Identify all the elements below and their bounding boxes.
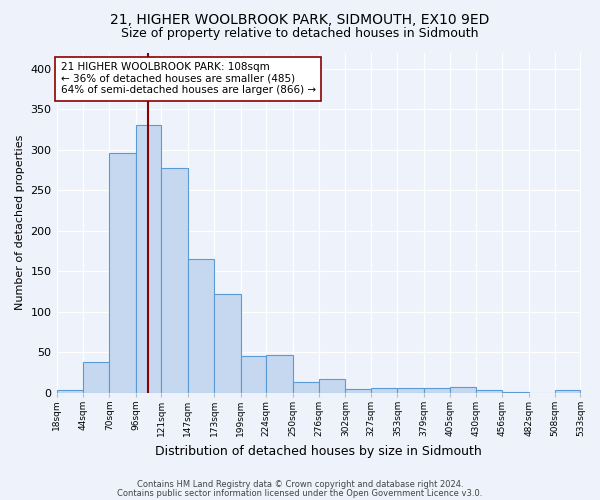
Bar bbox=[188, 259, 214, 393]
Bar bbox=[319, 379, 346, 393]
Bar bbox=[109, 153, 136, 393]
Bar bbox=[346, 389, 371, 393]
X-axis label: Distribution of detached houses by size in Sidmouth: Distribution of detached houses by size … bbox=[155, 444, 482, 458]
Text: Contains HM Land Registry data © Crown copyright and database right 2024.: Contains HM Land Registry data © Crown c… bbox=[137, 480, 463, 489]
Bar bbox=[56, 390, 83, 393]
Bar bbox=[502, 392, 529, 393]
Bar bbox=[424, 388, 450, 393]
Bar bbox=[371, 388, 397, 393]
Text: Contains public sector information licensed under the Open Government Licence v3: Contains public sector information licen… bbox=[118, 489, 482, 498]
Y-axis label: Number of detached properties: Number of detached properties bbox=[15, 135, 25, 310]
Bar bbox=[555, 390, 580, 393]
Bar bbox=[450, 387, 476, 393]
Bar bbox=[397, 388, 424, 393]
Bar bbox=[83, 362, 109, 393]
Bar bbox=[293, 382, 319, 393]
Text: 21 HIGHER WOOLBROOK PARK: 108sqm
← 36% of detached houses are smaller (485)
64% : 21 HIGHER WOOLBROOK PARK: 108sqm ← 36% o… bbox=[61, 62, 316, 96]
Bar bbox=[241, 356, 266, 393]
Bar bbox=[214, 294, 241, 393]
Text: 21, HIGHER WOOLBROOK PARK, SIDMOUTH, EX10 9ED: 21, HIGHER WOOLBROOK PARK, SIDMOUTH, EX1… bbox=[110, 12, 490, 26]
Text: Size of property relative to detached houses in Sidmouth: Size of property relative to detached ho… bbox=[121, 28, 479, 40]
Bar bbox=[476, 390, 502, 393]
Bar bbox=[266, 355, 293, 393]
Bar bbox=[136, 126, 161, 393]
Bar bbox=[161, 168, 188, 393]
